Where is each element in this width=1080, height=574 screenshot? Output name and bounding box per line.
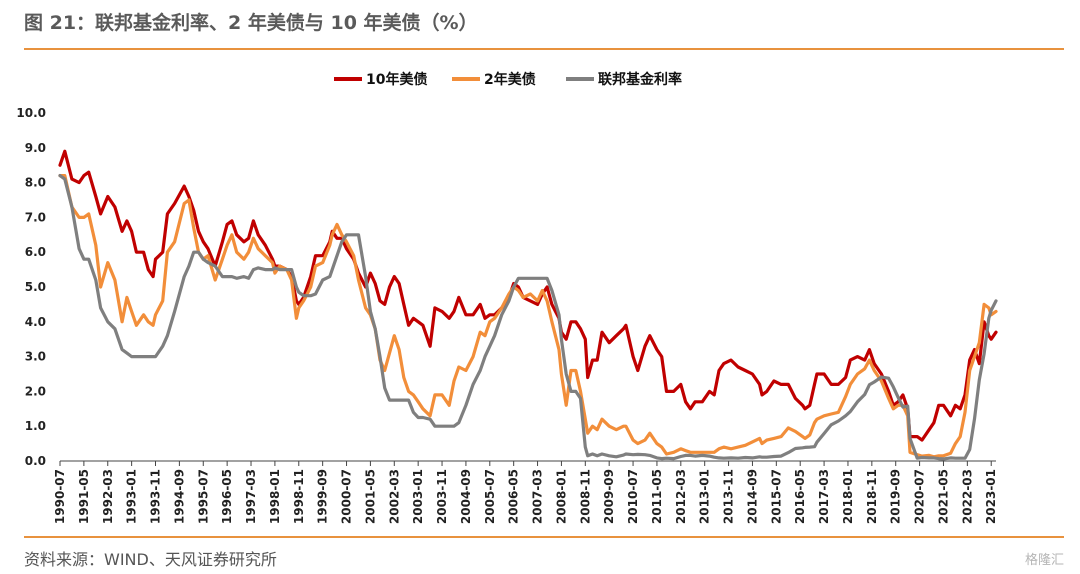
series-line-2 (58, 174, 998, 461)
y-tick-label: 6.0 (25, 245, 46, 259)
x-tick-label: 1990-07 (53, 469, 67, 524)
x-tick-label: 1992-03 (101, 469, 115, 524)
x-tick-label: 1993-01 (125, 469, 139, 524)
x-tick-label: 2008-11 (578, 469, 592, 524)
x-tick-label: 2016-05 (793, 469, 807, 524)
series-line-0 (58, 149, 998, 442)
x-tick-label: 1991-05 (77, 469, 91, 524)
x-axis: 1990-07 1991-05 1992-03 1993-01 1993-11 1994-… (53, 460, 998, 524)
x-tick-label: 2010-07 (626, 469, 640, 524)
watermark-logo: 格隆汇 (1024, 553, 1064, 568)
x-tick-label: 2019-09 (889, 469, 903, 524)
y-tick-label: 2.0 (25, 384, 46, 398)
x-tick-label: 1998-11 (292, 469, 306, 524)
y-tick-label: 9.0 (25, 141, 46, 155)
x-tick-label: 2007-03 (531, 469, 545, 524)
x-tick-label: 2013-11 (722, 469, 736, 524)
y-axis: 0.0 1.0 2.0 3.0 4.0 5.0 6.0 7.0 8.0 9.0 10.0 (16, 106, 46, 468)
y-tick-label: 1.0 (25, 419, 46, 433)
plot-area (58, 149, 998, 461)
legend-label-0: 10年美债 (366, 71, 427, 88)
y-tick-label: 4.0 (25, 315, 46, 329)
x-tick-label: 1999-09 (316, 469, 330, 524)
line-chart: 10年美债 2年美债 联邦基金利率 0.0 1.0 2.0 3.0 4.0 5.0 6.0 7.0… (16, 71, 998, 524)
x-tick-label: 2004-09 (459, 469, 473, 524)
chart-legend: 10年美债 2年美债 联邦基金利率 (334, 71, 682, 88)
x-tick-label: 2018-01 (841, 469, 855, 524)
x-tick-label: 2003-11 (435, 469, 449, 524)
chart-title: 图 21：联邦基金利率、2 年美债与 10 年美债（%） (24, 12, 478, 34)
x-tick-label: 1997-03 (244, 469, 258, 524)
x-tick-label: 2002-03 (387, 469, 401, 524)
x-tick-label: 2000-07 (340, 469, 354, 524)
footer-divider (24, 536, 1064, 538)
x-tick-label: 2008-01 (554, 469, 568, 524)
x-tick-label: 2003-01 (411, 469, 425, 524)
series-line-1 (58, 174, 998, 459)
legend-label-2: 联邦基金利率 (598, 71, 682, 88)
y-tick-label: 8.0 (25, 176, 46, 190)
title-divider (24, 48, 1064, 50)
x-tick-label: 2001-05 (363, 469, 377, 524)
x-tick-label: 2014-09 (745, 469, 759, 524)
x-tick-label: 1994-09 (172, 469, 186, 524)
x-tick-label: 2020-07 (913, 469, 927, 524)
x-tick-label: 1993-11 (149, 469, 163, 524)
x-tick-label: 2009-09 (602, 469, 616, 524)
x-tick-label: 1996-05 (220, 469, 234, 524)
x-tick-label: 1995-07 (196, 469, 210, 524)
x-tick-label: 2017-03 (817, 469, 831, 524)
x-tick-label: 2023-01 (984, 469, 998, 524)
source-note: 资料来源：WIND、天风证券研究所 (24, 550, 277, 569)
y-tick-label: 7.0 (25, 210, 46, 224)
x-tick-label: 2012-03 (674, 469, 688, 524)
x-tick-label: 2006-05 (507, 469, 521, 524)
x-tick-label: 2011-05 (650, 469, 664, 524)
x-tick-label: 2005-07 (483, 469, 497, 524)
y-tick-label: 0.0 (25, 454, 46, 468)
x-tick-label: 2018-11 (865, 469, 879, 524)
x-tick-label: 2015-07 (769, 469, 783, 524)
y-tick-label: 5.0 (25, 280, 46, 294)
x-tick-label: 2013-01 (698, 469, 712, 524)
y-tick-label: 3.0 (25, 350, 46, 364)
legend-label-1: 2年美债 (484, 71, 536, 88)
x-tick-label: 1998-01 (268, 469, 282, 524)
x-tick-label: 2022-03 (960, 469, 974, 524)
y-tick-label: 10.0 (16, 106, 46, 120)
x-tick-label: 2021-05 (936, 469, 950, 524)
